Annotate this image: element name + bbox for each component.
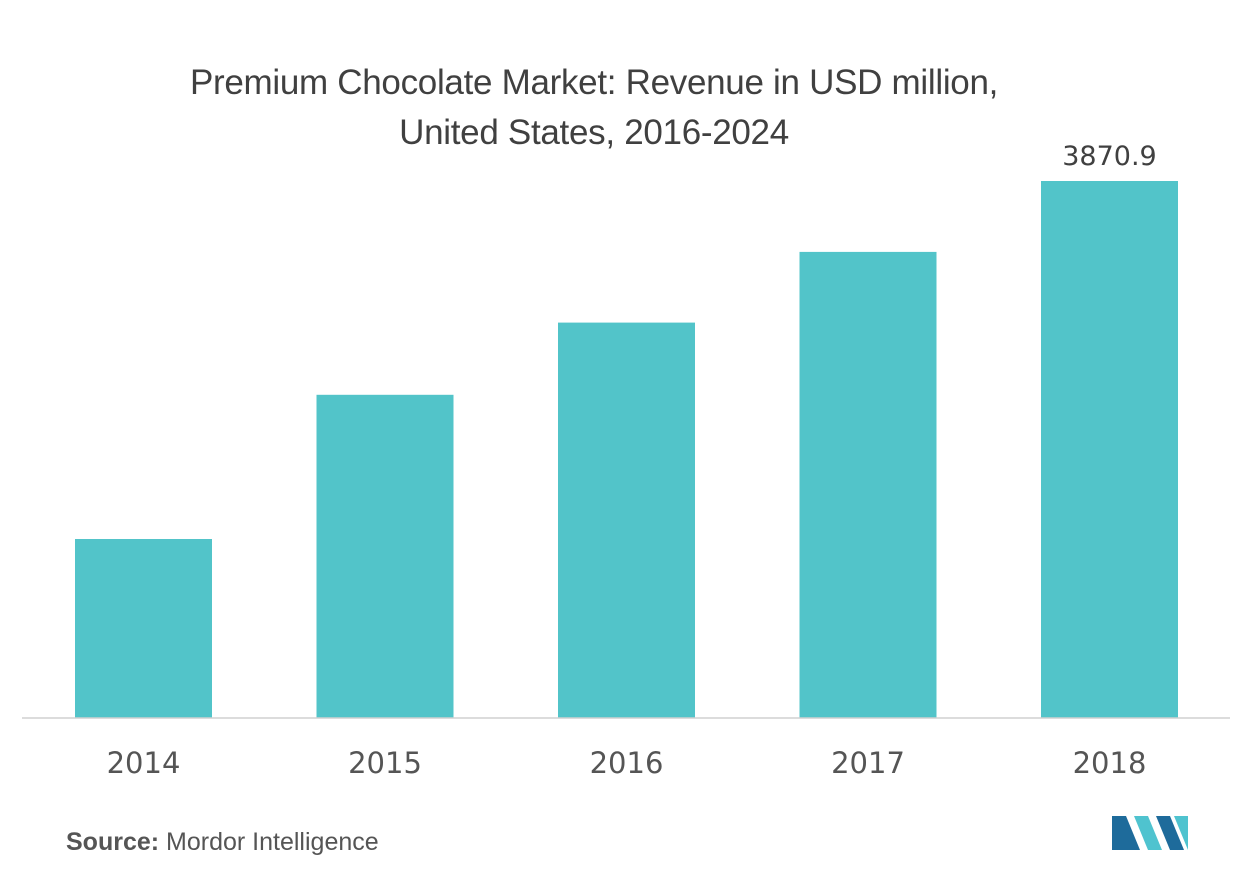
data-label-2018: 3870.9 xyxy=(1062,141,1156,172)
x-tick-label-2015: 2015 xyxy=(348,746,422,780)
chart-title-line1: Premium Chocolate Market: Revenue in USD… xyxy=(189,63,999,102)
chart-title: Premium Chocolate Market: Revenue in USD… xyxy=(0,58,1188,158)
source-note: Source: Mordor Intelligence xyxy=(66,828,379,857)
bar-2015 xyxy=(316,394,454,718)
source-label: Source: xyxy=(66,828,160,856)
chart-title-line2: United States, 2016-2024 xyxy=(399,113,789,152)
bar-2014 xyxy=(75,539,212,718)
bar-2016 xyxy=(558,322,695,718)
labels-layer: 2014 2015 2016 2017 2018 3870.9 xyxy=(107,141,1157,780)
bars-layer xyxy=(75,181,1178,718)
mordor-intelligence-logo-icon xyxy=(1112,816,1188,850)
bar-chart: 2014 2015 2016 2017 2018 3870.9 xyxy=(22,141,1230,780)
bar-2018 xyxy=(1041,181,1178,718)
source-text: Mordor Intelligence xyxy=(166,828,379,856)
x-tick-label-2018: 2018 xyxy=(1073,746,1147,780)
x-tick-label-2017: 2017 xyxy=(831,746,905,780)
x-tick-label-2016: 2016 xyxy=(590,746,664,780)
x-tick-label-2014: 2014 xyxy=(107,746,181,780)
bar-2017 xyxy=(799,251,937,718)
